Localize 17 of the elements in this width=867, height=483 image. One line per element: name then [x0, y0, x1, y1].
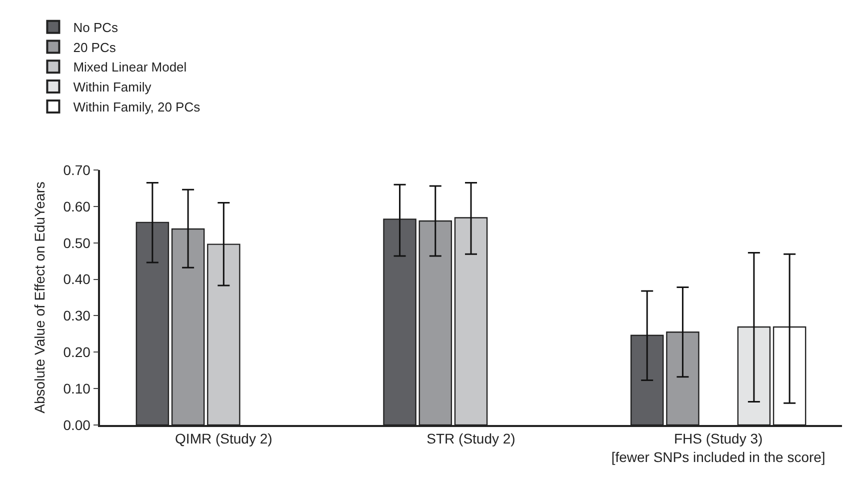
y-tick-label: 0.10 — [63, 380, 91, 396]
legend-label: 20 PCs — [73, 40, 116, 55]
legend-label: No PCs — [73, 20, 119, 35]
legend-label: Within Family — [73, 80, 152, 95]
y-tick-label: 0.50 — [63, 234, 91, 251]
legend-label: Within Family, 20 PCs — [73, 100, 201, 115]
x-tick-label: STR (Study 2) — [426, 430, 516, 447]
y-tick-label: 0.30 — [63, 308, 91, 324]
y-axis-title: Absolute Value of Effect on EduYears — [31, 182, 48, 414]
y-tick-label: 0.00 — [63, 416, 91, 433]
x-tick-label: QIMR (Study 2) — [175, 430, 272, 447]
y-tick-label: 0.20 — [63, 344, 91, 360]
legend-label: Mixed Linear Model — [73, 60, 187, 75]
y-tick-label: 0.60 — [63, 198, 91, 214]
y-tick-label: 0.40 — [63, 271, 91, 288]
x-tick-label: FHS (Study 3) [fewer SNPs included in the score] — [611, 430, 826, 465]
y-tick-label: 0.70 — [63, 162, 91, 178]
